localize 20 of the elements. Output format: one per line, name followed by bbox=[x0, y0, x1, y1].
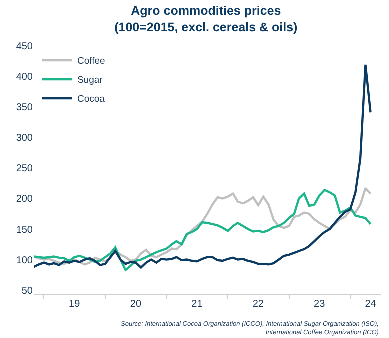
y-tick-label: 50 bbox=[22, 286, 34, 297]
x-tick-label: 20 bbox=[130, 299, 142, 310]
x-tick-label: 23 bbox=[314, 299, 326, 310]
y-tick-label: 200 bbox=[16, 194, 34, 206]
line-series bbox=[34, 64, 372, 269]
x-tick-label: 22 bbox=[252, 299, 264, 310]
x-tick-label: 21 bbox=[192, 299, 204, 310]
y-tick-label: 400 bbox=[16, 72, 34, 84]
y-tick-label: 450 bbox=[16, 42, 34, 52]
legend-label: Sugar bbox=[77, 75, 103, 86]
x-tick-label: 19 bbox=[69, 299, 81, 310]
legend-label: Cocoa bbox=[77, 94, 106, 106]
legend-label: Coffee bbox=[77, 56, 106, 68]
y-tick-label: 350 bbox=[16, 102, 34, 114]
chart-title: Agro commodities prices (100=2015, excl. cereals & oils) bbox=[114, 4, 298, 34]
y-tick-label: 250 bbox=[16, 164, 34, 175]
x-tick-label: 24 bbox=[365, 299, 377, 310]
y-tick-label: 300 bbox=[16, 133, 34, 144]
y-tick-label: 100 bbox=[16, 255, 34, 266]
y-tick-label: 150 bbox=[16, 224, 34, 236]
